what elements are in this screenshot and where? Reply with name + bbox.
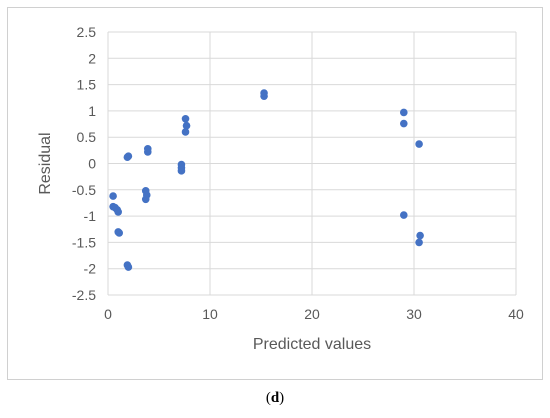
figure-caption: (d) bbox=[0, 390, 550, 407]
y-axis-title: Residual bbox=[37, 132, 54, 194]
y-tick-label: 0 bbox=[88, 156, 96, 172]
data-point bbox=[416, 231, 424, 240]
data-point bbox=[141, 195, 150, 204]
data-point bbox=[177, 167, 186, 175]
data-point bbox=[124, 152, 133, 160]
data-point bbox=[182, 121, 191, 130]
grid-lines bbox=[107, 31, 517, 296]
caption-close-paren: ) bbox=[279, 390, 285, 406]
data-point bbox=[181, 114, 190, 123]
y-tick-labels: 2.5 2 1.5 1 0.5 0 -0.5 -1 -1.5 -2 -2.5 bbox=[72, 24, 96, 303]
data-point bbox=[109, 192, 117, 200]
x-axis-title: Predicted values bbox=[253, 336, 371, 353]
data-point bbox=[124, 263, 133, 271]
caption-letter: d bbox=[270, 390, 280, 406]
data-point bbox=[181, 128, 190, 136]
y-tick-label: 1.5 bbox=[77, 77, 97, 93]
x-tick-label: 40 bbox=[508, 306, 524, 322]
y-tick-label: 0.5 bbox=[77, 129, 97, 145]
y-tick-label: 2.5 bbox=[77, 24, 97, 40]
data-point bbox=[260, 92, 268, 100]
data-point bbox=[115, 229, 124, 237]
x-tick-label: 0 bbox=[104, 306, 112, 322]
x-tick-labels: 0 10 20 30 40 bbox=[104, 306, 524, 322]
y-tick-label: -0.5 bbox=[72, 182, 96, 198]
x-tick-label: 10 bbox=[202, 306, 218, 322]
x-tick-label: 20 bbox=[304, 306, 320, 322]
data-point bbox=[114, 208, 122, 216]
data-point bbox=[400, 108, 408, 117]
y-tick-label: -1 bbox=[84, 208, 97, 224]
y-tick-label: -2 bbox=[84, 261, 97, 277]
y-tick-label: 2 bbox=[88, 50, 96, 66]
y-tick-label: -2.5 bbox=[72, 287, 96, 303]
y-tick-label: 1 bbox=[88, 103, 96, 119]
chart-frame: 2.5 2 1.5 1 0.5 0 -0.5 -1 -1.5 -2 -2.5 0 10 20 30 40 P… bbox=[7, 7, 543, 380]
y-tick-label: -1.5 bbox=[72, 234, 96, 250]
data-point bbox=[400, 119, 408, 128]
data-point bbox=[400, 211, 408, 219]
x-tick-label: 30 bbox=[406, 306, 422, 322]
data-point bbox=[143, 148, 152, 156]
data-points bbox=[109, 89, 424, 271]
data-point bbox=[415, 238, 423, 247]
scatter-chart: 2.5 2 1.5 1 0.5 0 -0.5 -1 -1.5 -2 -2.5 0 10 20 30 40 P… bbox=[37, 24, 524, 353]
caption-open-paren: ( bbox=[265, 390, 271, 406]
data-point bbox=[415, 140, 423, 148]
